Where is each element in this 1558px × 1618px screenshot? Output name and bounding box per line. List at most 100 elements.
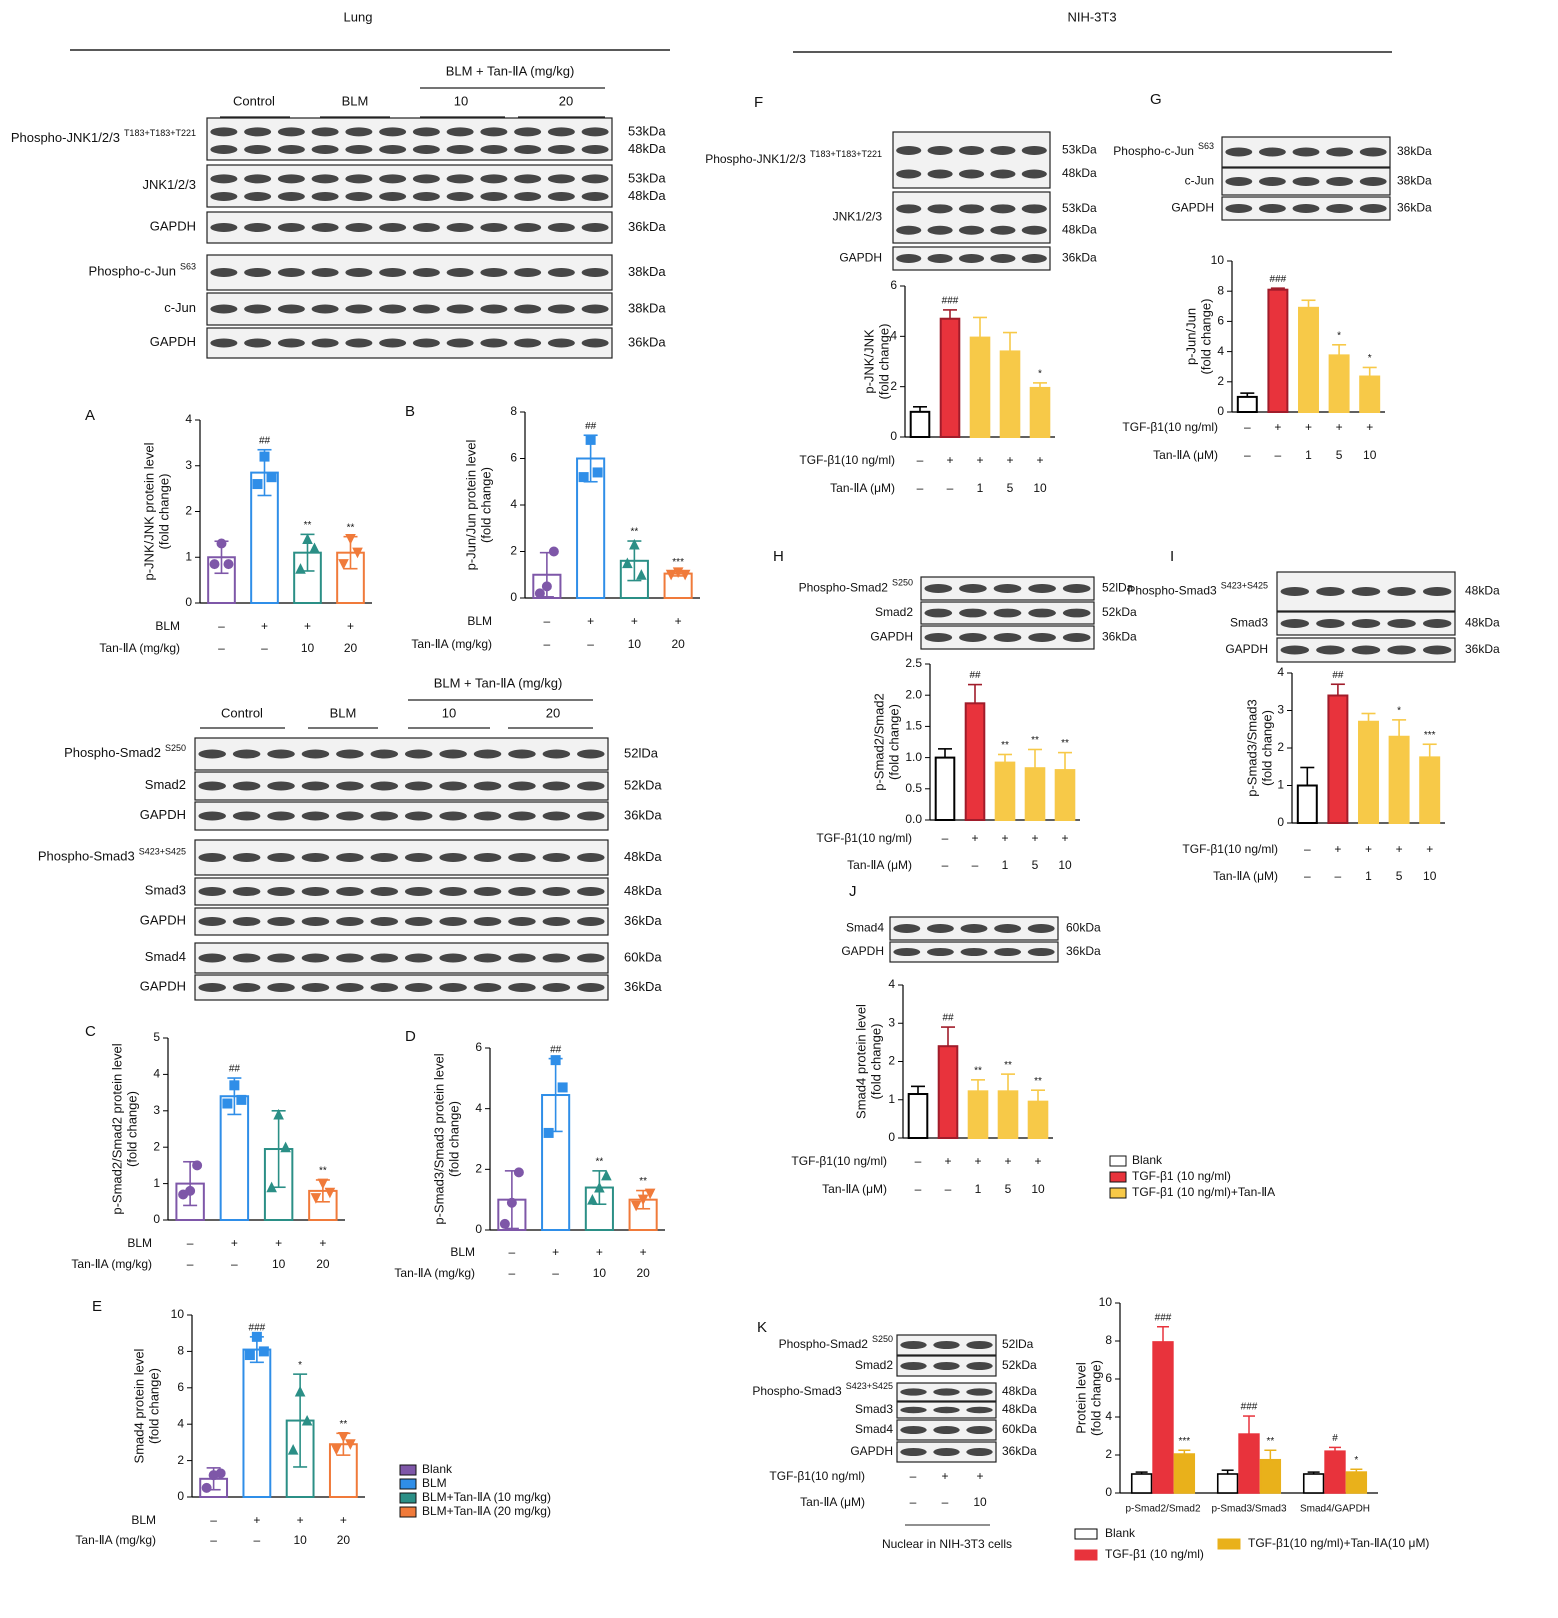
significance-label: *: [1337, 330, 1341, 341]
condition-label: TGF-β1(10 ng/ml): [1122, 420, 1218, 434]
bar: [937, 1045, 959, 1139]
blot-band: [198, 953, 226, 963]
legend-label: Blank: [1105, 1526, 1136, 1540]
data-point: [192, 1160, 203, 1171]
blot-band: [966, 1406, 993, 1414]
blot-band: [1422, 587, 1452, 596]
bar: [1419, 756, 1441, 824]
blot-row-label: GAPDH: [1225, 642, 1268, 656]
blot-band: [1316, 619, 1345, 628]
condition-mark: 10: [973, 1495, 987, 1509]
condition-mark: +: [675, 614, 682, 628]
bar: [1302, 1473, 1325, 1494]
blot-band: [198, 749, 226, 759]
condition-mark: 20: [636, 1266, 650, 1280]
blot-band: [514, 223, 542, 232]
blot-band: [900, 1362, 927, 1370]
blot-band: [311, 268, 339, 277]
blot-band: [277, 304, 305, 314]
condition-mark: 20: [344, 641, 358, 655]
panel-letter: B: [405, 403, 415, 420]
blot-band: [412, 145, 440, 154]
condition-mark: 10: [301, 641, 315, 655]
condition-mark: 10: [1031, 1182, 1045, 1196]
blot-row-label-sup: S423+S425: [846, 1381, 893, 1391]
blot-band: [345, 174, 373, 184]
condition-mark: +: [587, 614, 594, 628]
bar: [1027, 1100, 1049, 1139]
blot-band: [267, 811, 295, 821]
y-tick-label: 6: [1105, 1371, 1112, 1385]
blot-band: [473, 887, 502, 896]
blot-band: [210, 223, 238, 232]
y-tick-label: 1: [888, 1092, 895, 1106]
blot-band: [1258, 177, 1286, 186]
condition-mark: –: [942, 1495, 949, 1509]
blot-band: [412, 304, 440, 314]
blot-band: [277, 338, 305, 348]
blot-row-label: Phospho-Smad2 S250: [799, 578, 913, 595]
y-axis-label: p-Smad2/Smad2: [871, 693, 886, 791]
condition-mark: +: [340, 1513, 347, 1527]
blot-band: [198, 781, 226, 791]
bar: [1236, 395, 1258, 413]
blot-row-label: Phospho-JNK1/2/3 T183+T183+T221: [705, 149, 882, 166]
blot-band: [412, 338, 440, 348]
condition-mark: +: [976, 1469, 983, 1483]
blot-band: [404, 811, 433, 821]
blot-kda: 53kDa: [1062, 143, 1097, 157]
y-tick-label: 4: [177, 1416, 184, 1430]
y-axis-label: p-Jun/Jun: [1183, 308, 1198, 365]
y-axis-label: Smad4 protein level: [853, 1004, 868, 1119]
blot-band: [480, 268, 508, 277]
blot-band: [1359, 177, 1387, 186]
blot-band: [232, 983, 261, 992]
blot-band: [1292, 177, 1320, 186]
y-axis-label: p-Jun/Jun protein level: [463, 439, 478, 570]
data-point: [236, 1094, 247, 1105]
significance-label: ##: [585, 421, 597, 432]
condition-mark: +: [261, 619, 268, 633]
condition-mark: –: [218, 641, 225, 655]
blot-band: [1028, 633, 1056, 642]
group-label: 20: [546, 705, 560, 720]
significance-label: **: [630, 527, 638, 538]
blot-band: [927, 225, 953, 235]
blot-band: [277, 127, 305, 137]
blot-band: [1258, 204, 1286, 213]
blot-band: [547, 338, 575, 348]
blot-frame: [194, 737, 609, 771]
blot-band: [1062, 608, 1091, 618]
condition-mark: –: [1244, 420, 1251, 434]
condition-mark: +: [231, 1236, 238, 1250]
blot-row-label-text: Smad2: [855, 1358, 893, 1372]
condition-label: TGF-β1(10 ng/ml): [1182, 842, 1278, 856]
condition-label: Tan-ⅡA (μM): [1153, 448, 1218, 462]
y-tick-label: 8: [1105, 1333, 1112, 1347]
condition-label: Tan-ⅡA (μM): [830, 481, 895, 495]
condition-label: TGF-β1(10 ng/ml): [769, 1469, 865, 1483]
blot-band: [446, 192, 474, 201]
bar: [1152, 1341, 1174, 1494]
blot-band: [900, 1388, 927, 1396]
blot-band: [926, 924, 954, 933]
y-tick-label: 0.5: [905, 781, 922, 795]
blot-band: [198, 853, 226, 862]
data-point: [630, 1200, 642, 1212]
condition-mark: –: [910, 1495, 917, 1509]
blot-band: [232, 749, 261, 759]
blot-frame: [892, 191, 1051, 244]
bar: [663, 572, 693, 600]
legend-label: Blank: [1132, 1153, 1163, 1167]
blot-kda: 52kDa: [624, 777, 662, 792]
blot-kda: 53kDa: [1062, 201, 1097, 215]
blot-band: [547, 304, 575, 314]
condition-mark: +: [253, 1513, 260, 1527]
blot-kda: 53kDa: [628, 123, 666, 138]
legend-swatch: [1109, 1155, 1127, 1167]
condition-mark: –: [1304, 842, 1311, 856]
blot-kda: 48kDa: [1002, 1384, 1037, 1398]
condition-label: Tan-ⅡA (mg/kg): [71, 1257, 152, 1271]
blot-row-label-text: GAPDH: [850, 1444, 893, 1458]
data-point: [592, 467, 603, 478]
